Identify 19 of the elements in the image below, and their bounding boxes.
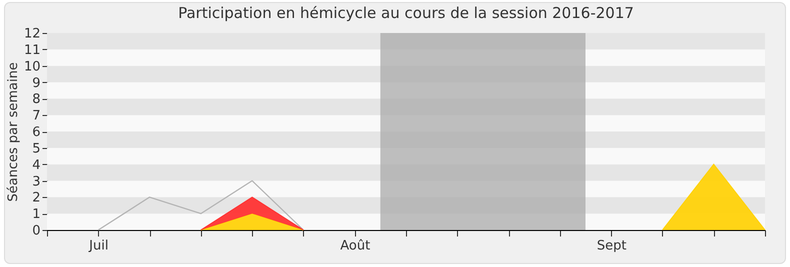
- y-tick-label: 4: [32, 158, 40, 173]
- y-tick-label: 9: [32, 76, 40, 91]
- x-tick-label: Août: [340, 238, 370, 254]
- y-tick-label: 8: [32, 92, 40, 108]
- y-tick-label: 10: [24, 59, 40, 74]
- x-tick-label: Sept: [596, 238, 626, 254]
- y-tick-label: 12: [24, 26, 40, 42]
- y-tick-label: 2: [32, 190, 40, 206]
- chart-title: Participation en hémicycle au cours de la session 2016-2017: [178, 4, 634, 22]
- y-tick-label: 11: [24, 42, 40, 58]
- y-tick-label: 6: [32, 125, 40, 140]
- y-tick-label: 5: [32, 141, 40, 156]
- x-tick-label: Juil: [88, 238, 108, 254]
- y-tick-label: 1: [32, 207, 40, 222]
- y-tick-label: 0: [32, 224, 40, 238]
- y-tick-label: 3: [32, 174, 40, 190]
- line-series: [98, 180, 304, 231]
- y-axis-title: Séances par semaine: [6, 62, 21, 202]
- y-tick-label: 7: [32, 108, 40, 124]
